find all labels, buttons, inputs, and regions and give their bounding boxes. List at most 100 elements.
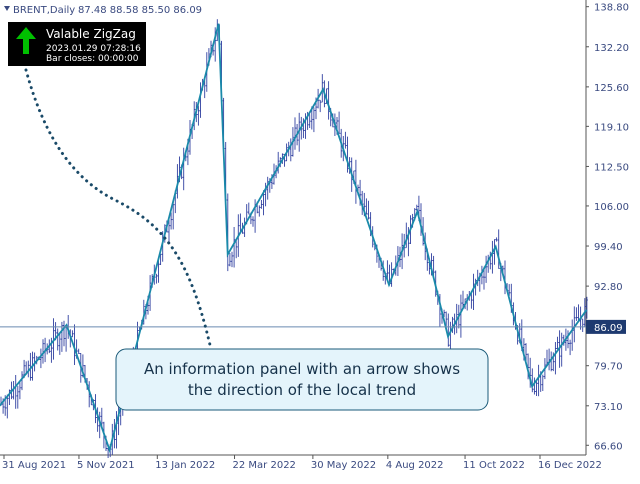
- ohlc-bar: [527, 353, 530, 380]
- zigzag-line: [0, 23, 588, 454]
- ohlc-bar: [535, 380, 538, 396]
- ohlc-bar: [308, 114, 311, 128]
- ohlc-bar: [344, 131, 347, 149]
- x-tick-label: 30 May 2022: [311, 460, 376, 471]
- ohlc-bar: [260, 200, 263, 209]
- ohlc-bar: [71, 330, 74, 338]
- price-axis-labels: 138.80 132.20 125.60 119.10 112.50 106.00 99.4…: [586, 3, 629, 452]
- ohlc-bar: [319, 99, 322, 113]
- ohlc-bar: [529, 357, 532, 388]
- ohlc-bar: [42, 339, 44, 364]
- x-tick-label: 22 Mar 2022: [233, 460, 296, 471]
- ohlc-bar: [16, 385, 19, 409]
- ohlc-bar: [508, 284, 511, 296]
- ohlc-bar: [312, 107, 315, 133]
- y-tick-label: 73.10: [594, 402, 623, 413]
- ohlc-bar: [277, 151, 280, 174]
- ohlc-bar: [77, 348, 80, 354]
- info-panel-background: [8, 22, 146, 66]
- ohlc-bar: [432, 255, 435, 276]
- x-tick-label: 16 Dec 2022: [538, 460, 602, 471]
- ohlc-bar: [29, 352, 32, 381]
- y-tick-label: 138.80: [594, 3, 629, 14]
- y-tick-label: 66.60: [594, 441, 623, 452]
- ohlc-bar: [266, 176, 269, 200]
- ohlc-bar: [56, 328, 59, 351]
- y-tick-label: 92.80: [594, 282, 623, 293]
- ohlc-bar: [88, 381, 91, 408]
- ohlc-bar: [289, 138, 292, 162]
- ohlc-bar: [459, 294, 462, 338]
- y-tick-label: 79.70: [594, 362, 623, 373]
- zigzag-series: [0, 23, 588, 454]
- ohlc-bar: [39, 348, 42, 369]
- ohlc-bar: [541, 374, 544, 391]
- y-tick-label: 112.50: [594, 162, 629, 173]
- ohlc-bar: [58, 333, 61, 355]
- ohlc-bar: [327, 81, 330, 120]
- ohlc-bar: [155, 273, 158, 284]
- ohlc-bar: [170, 212, 173, 230]
- ohlc-bar: [6, 394, 9, 419]
- ohlc-bar: [390, 262, 393, 287]
- ohlc-bar: [573, 306, 576, 343]
- ohlc-bar: [575, 307, 578, 321]
- ohlc-bar: [554, 342, 557, 375]
- ohlc-bar: [321, 74, 324, 103]
- chart-symbol: BRENT,Daily: [13, 5, 75, 16]
- y-tick-label: 132.20: [594, 43, 629, 54]
- y-tick-label: 106.00: [594, 202, 629, 213]
- ohlc-bar: [531, 368, 534, 393]
- ohlc-bar: [21, 371, 23, 391]
- ohlc-bar: [447, 313, 450, 347]
- ohlc-bar: [585, 296, 588, 319]
- ohlc-bar: [346, 136, 349, 173]
- y-tick-label: 99.40: [594, 242, 623, 253]
- ohlc-bar: [247, 202, 250, 215]
- panel-title: Valable ZigZag: [46, 27, 136, 41]
- ohlc-bar: [556, 336, 559, 350]
- ohlc-bar: [472, 273, 475, 310]
- ohlc-bar: [567, 330, 569, 349]
- x-tick-label: 4 Aug 2022: [386, 460, 444, 471]
- callout-background: [115, 348, 489, 411]
- callout-connector: [24, 68, 212, 347]
- x-tick-label: 11 Oct 2022: [463, 460, 525, 471]
- x-tick-label: 5 Nov 2021: [77, 460, 135, 471]
- ohlc-bar: [493, 239, 496, 265]
- y-tick-label: 119.10: [594, 122, 629, 133]
- chevron-down-icon[interactable]: [4, 6, 10, 11]
- callout-box: An information panel with an arrow shows…: [115, 348, 489, 411]
- ohlc-bar: [18, 382, 21, 400]
- ohlc-bar: [262, 190, 265, 216]
- ohlc-bar: [258, 205, 261, 217]
- x-tick-label: 13 Jan 2022: [155, 460, 215, 471]
- callout-line-1: An information panel with an arrow shows: [144, 360, 460, 378]
- ohlc-bar: [172, 201, 175, 230]
- ohlc-bar: [197, 105, 200, 126]
- ohlc-bar: [495, 237, 498, 242]
- ohlc-values: 87.48 88.58 85.50 86.09: [78, 5, 202, 16]
- ohlc-bar: [8, 389, 11, 405]
- ohlc-bar: [485, 255, 488, 283]
- info-panel: Valable ZigZag 2023.01.29 07:28:16 Bar c…: [8, 22, 146, 66]
- ohlc-bar: [581, 318, 584, 332]
- ohlc-bar: [338, 111, 341, 134]
- ohlc-bar: [228, 253, 231, 267]
- panel-bar-closes: Bar closes: 00:00:00: [46, 54, 139, 64]
- ohlc-bar: [497, 229, 500, 269]
- panel-datetime: 2023.01.29 07:28:16: [46, 44, 141, 54]
- ohlc-bar: [233, 227, 236, 268]
- ohlc-bar: [415, 204, 418, 211]
- ohlc-bar: [52, 318, 55, 360]
- y-tick-label: 125.60: [594, 83, 629, 94]
- ohlc-bar: [462, 290, 464, 307]
- ohlc-bar: [569, 339, 572, 356]
- x-tick-label: 31 Aug 2021: [2, 460, 66, 471]
- ohlc-bar: [226, 193, 229, 272]
- ohlc-bar: [142, 299, 145, 325]
- ohlc-bar: [157, 258, 160, 283]
- ohlc-bar: [214, 27, 217, 62]
